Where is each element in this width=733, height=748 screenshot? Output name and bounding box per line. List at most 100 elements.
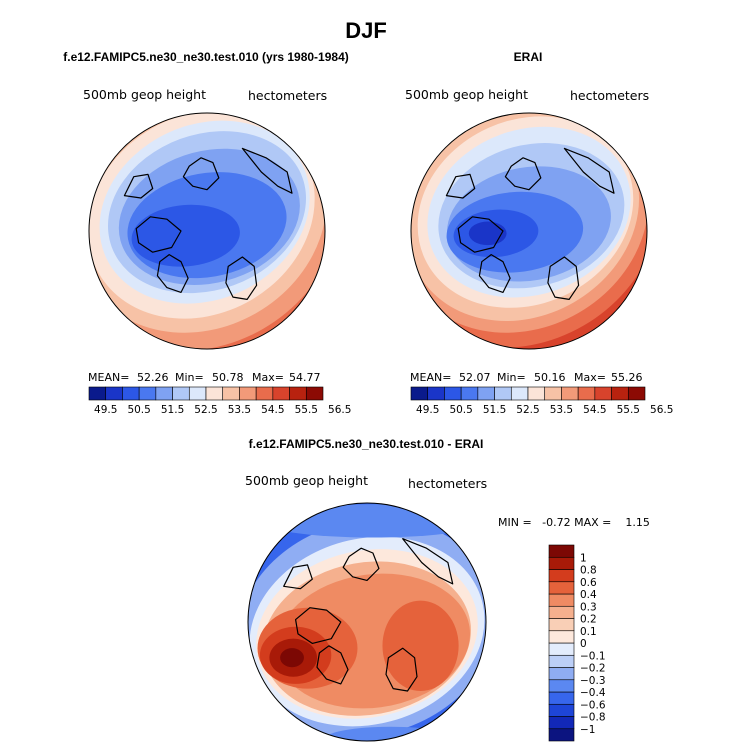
panel-difference-min-max: MIN = -0.72 MAX = 1.15 — [498, 516, 650, 529]
panel-erai-colorbar-swatch-9 — [561, 386, 579, 401]
panel-model: f.e12.FAMIPC5.ne30_ne30.test.010 (yrs 19… — [63, 50, 351, 416]
figure-title: DJF — [345, 18, 387, 43]
panel-erai-variable-label: 500mb geop height — [405, 87, 528, 102]
panel-erai-colorbar-swatch-5 — [494, 386, 512, 401]
panel-model-colorbar-tick-7: 56.5 — [328, 404, 351, 416]
panel-model-colorbar-swatch-6 — [188, 386, 207, 401]
panel-difference-coastline-1 — [295, 607, 342, 644]
panel-model-coastline-0 — [182, 157, 220, 191]
panel-difference-map — [248, 503, 486, 741]
panel-erai-colorbar-tick-7: 56.5 — [650, 404, 673, 416]
panel-difference-colorbar-swatch-11 — [548, 593, 575, 607]
panel-difference-colorbar-swatch-15 — [548, 544, 575, 558]
panel-difference-colorbar-tick-14: −1 — [580, 724, 595, 736]
panel-difference-colorbar-tick-5: 0.2 — [580, 614, 597, 626]
panel-erai-mean-label: MEAN= — [410, 371, 451, 384]
panel-erai-coastline-0 — [504, 157, 542, 191]
panel-difference: f.e12.FAMIPC5.ne30_ne30.test.010 - ERAI … — [245, 437, 650, 742]
panel-difference-colorbar-tick-9: −0.2 — [580, 663, 606, 675]
panel-model-colorbar: 49.5 50.5 51.5 52.5 53.5 54.5 55.5 56.5 — [88, 386, 351, 416]
panel-difference-coastline-0 — [342, 547, 380, 581]
panel-erai-colorbar-swatch-12 — [611, 386, 629, 401]
panel-model-colorbar-swatch-2 — [122, 386, 140, 401]
panel-model-map — [89, 113, 325, 349]
panel-difference-colorbar-swatch-12 — [548, 581, 575, 595]
panel-model-coastline-2 — [156, 254, 189, 293]
panel-model-colorbar-swatch-10 — [255, 386, 274, 401]
panel-model-colorbar-swatch-13 — [305, 386, 324, 401]
panel-difference-colorbar-tick-3: 0.4 — [580, 589, 597, 601]
panel-erai-coastline-2 — [478, 254, 511, 293]
panel-erai-colorbar-tick-1: 50.5 — [449, 404, 472, 416]
panel-erai-colorbar-swatch-10 — [577, 386, 596, 401]
panel-difference-colorbar-swatch-9 — [548, 618, 575, 632]
panel-model-max-label: Max= — [252, 371, 284, 384]
panel-model-coastline-5 — [123, 173, 154, 199]
panel-difference-colorbar-tick-10: −0.3 — [580, 675, 606, 687]
panel-difference-coastlines — [283, 538, 454, 692]
panel-erai-colorbar-swatch-4 — [477, 386, 495, 401]
panel-erai-coastline-3 — [547, 256, 580, 300]
panel-erai-colorbar-tick-6: 55.5 — [617, 404, 640, 416]
panel-difference-colorbar-swatch-2 — [548, 703, 575, 717]
panel-erai-colorbar-swatch-1 — [427, 386, 445, 401]
panel-model-colorbar-tick-1: 50.5 — [127, 404, 150, 416]
panel-difference-units-label: hectometers — [408, 476, 487, 491]
panel-erai-colorbar-tick-0: 49.5 — [416, 404, 439, 416]
panel-difference-colorbar-swatch-7 — [548, 642, 575, 656]
panel-model-mean-value: 52.26 — [137, 371, 169, 384]
panel-difference-colorbar-swatch-8 — [548, 630, 575, 644]
panel-model-colorbar-tick-6: 55.5 — [295, 404, 318, 416]
panel-difference-coastline-5 — [283, 564, 313, 590]
panel-difference-colorbar-swatch-6 — [548, 654, 575, 668]
panel-difference-colorbar-tick-12: −0.6 — [580, 699, 606, 711]
panel-model-coastline-3 — [225, 256, 258, 300]
panel-erai-units-label: hectometers — [570, 88, 649, 103]
panel-model-colorbar-swatch-1 — [105, 386, 123, 401]
panel-difference-colorbar-swatch-10 — [548, 605, 575, 619]
panel-difference-colorbar-swatch-0 — [548, 728, 575, 742]
panel-model-coastlines — [123, 147, 293, 300]
panel-model-colorbar-tick-4: 53.5 — [228, 404, 251, 416]
panel-difference-map-band-11 — [259, 504, 486, 538]
panel-erai-title: ERAI — [514, 50, 543, 64]
panel-difference-colorbar-swatch-3 — [548, 691, 575, 705]
panel-difference-colorbar: 10.80.60.40.30.20.10−0.1−0.2−0.3−0.4−0.6… — [548, 544, 606, 742]
panel-erai-coastline-1 — [457, 216, 504, 253]
panel-model-max-value: 54.77 — [289, 371, 321, 384]
panel-model-colorbar-swatch-7 — [205, 386, 224, 401]
panel-erai-coastlines — [445, 147, 615, 300]
panel-difference-map-band-10 — [280, 648, 304, 668]
panel-model-map-border — [88, 112, 326, 350]
panel-erai-map-border — [410, 112, 648, 350]
panel-model-title: f.e12.FAMIPC5.ne30_ne30.test.010 (yrs 19… — [63, 50, 349, 64]
panel-model-colorbar-swatch-12 — [289, 386, 307, 401]
panel-model-colorbar-swatch-3 — [138, 386, 157, 401]
panel-model-colorbar-swatch-5 — [172, 386, 190, 401]
panel-erai-min-value: 50.16 — [534, 371, 566, 384]
panel-model-mean-label: MEAN= — [88, 371, 129, 384]
panel-erai-colorbar-swatch-8 — [544, 386, 562, 401]
panel-model-colorbar-swatch-4 — [155, 386, 173, 401]
panel-model-colorbar-tick-5: 54.5 — [261, 404, 284, 416]
panel-model-min-value: 50.78 — [212, 371, 244, 384]
panel-erai-colorbar-tick-5: 54.5 — [583, 404, 606, 416]
panel-difference-title: f.e12.FAMIPC5.ne30_ne30.test.010 - ERAI — [249, 437, 484, 451]
panel-model-units-label: hectometers — [248, 88, 327, 103]
panel-difference-colorbar-tick-6: 0.1 — [580, 626, 597, 638]
panel-difference-coastline-4 — [402, 538, 454, 585]
panel-model-colorbar-tick-3: 52.5 — [194, 404, 217, 416]
panel-erai-colorbar-tick-3: 52.5 — [516, 404, 539, 416]
panel-erai-colorbar-swatch-0 — [410, 386, 429, 401]
panel-difference-variable-label: 500mb geop height — [245, 473, 368, 488]
panel-difference-colorbar-swatch-13 — [548, 569, 575, 583]
panel-difference-colorbar-swatch-4 — [548, 679, 575, 693]
panel-difference-colorbar-tick-4: 0.3 — [580, 601, 597, 613]
panel-model-min-label: Min= — [175, 371, 204, 384]
panel-model-colorbar-tick-2: 51.5 — [161, 404, 184, 416]
panel-difference-colorbar-tick-8: −0.1 — [580, 650, 606, 662]
panel-difference-colorbar-tick-7: 0 — [580, 638, 587, 650]
panel-difference-colorbar-tick-1: 0.8 — [580, 565, 597, 577]
panel-erai-min-label: Min= — [497, 371, 526, 384]
